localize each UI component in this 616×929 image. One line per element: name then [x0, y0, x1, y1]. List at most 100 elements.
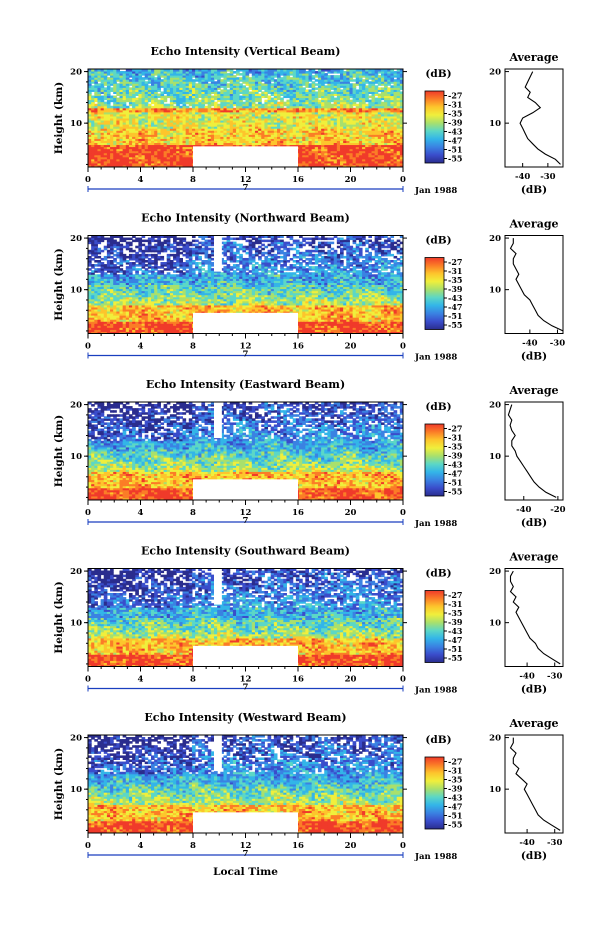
profile-frame [504, 734, 564, 834]
data-gap [193, 812, 298, 833]
y-tick-label: 10 [70, 452, 82, 462]
x-tick-label: 16 [292, 175, 304, 185]
y-tick-label: 20 [70, 234, 82, 244]
colorbar-tick-label: -39 [448, 118, 463, 128]
colorbar-tick-label: -51 [448, 478, 462, 488]
y-tick-label: 10 [70, 619, 82, 629]
echo-heatmap [88, 402, 404, 501]
x-tick-label: 4 [138, 508, 144, 518]
panel-title: Echo Intensity (Vertical Beam) [150, 45, 340, 58]
y-axis-label: Height (km) [53, 82, 65, 154]
profile-y-tick-label: 20 [489, 734, 501, 744]
y-tick-label: 20 [70, 734, 82, 744]
profile-line [509, 570, 561, 665]
profile-frame [504, 568, 564, 667]
panel-title: Echo Intensity (Westward Beam) [144, 711, 346, 724]
x-tick-label: 0 [400, 841, 406, 851]
x-tick-label: 12 [240, 342, 252, 352]
y-tick-label: 20 [70, 567, 82, 577]
profile-y-tick-label: 10 [489, 119, 501, 129]
profile-x-label: (dB) [521, 517, 547, 529]
colorbar-tick-label: -35 [448, 275, 462, 285]
colorbar-tick-label: -31 [448, 433, 462, 443]
date-label: Jan 1988 [414, 519, 457, 529]
data-gap [193, 645, 298, 667]
missing-data-notch [214, 568, 222, 605]
colorbar-tick-label: -31 [448, 100, 462, 110]
y-axis-label: Height (km) [53, 248, 65, 320]
colorbar-tick-label: -43 [448, 793, 463, 803]
beam-panel-3: Echo Intensity (Southward Beam) 0 4 8 12 16 20… [53, 545, 564, 696]
x-tick-label: 20 [345, 342, 357, 352]
colorbar-tick-label: -27 [448, 757, 462, 767]
colorbar-tick-label: -47 [448, 302, 462, 312]
x-tick-label: 20 [345, 841, 357, 851]
x-tick-label: 4 [138, 342, 144, 352]
colorbar-unit: (dB) [425, 734, 451, 746]
profile-y-tick-label: 20 [489, 68, 501, 78]
x-tick-label: 0 [85, 841, 91, 851]
data-gap [193, 146, 298, 167]
profile-x-tick-label: -30 [547, 672, 562, 682]
x-tick-label: 0 [85, 342, 91, 352]
day-label: 7 [243, 516, 249, 526]
profile-line [519, 71, 561, 165]
profile-title: Average [508, 717, 558, 730]
profile-x-tick-label: -40 [519, 838, 534, 848]
x-tick-label: 0 [85, 508, 91, 518]
date-label: Jan 1988 [414, 852, 457, 862]
x-tick-label: 20 [345, 508, 357, 518]
colorbar-tick-label: -43 [448, 293, 463, 303]
profile-x-label: (dB) [521, 684, 547, 696]
missing-data-notch [214, 402, 222, 439]
colorbar-tick-label: -55 [448, 820, 462, 830]
x-tick-label: 8 [190, 508, 196, 518]
colorbar-tick-label: -39 [448, 451, 463, 461]
x-tick-label: 16 [292, 508, 304, 518]
panel-title: Echo Intensity (Eastward Beam) [146, 378, 345, 391]
date-label: Jan 1988 [414, 353, 457, 363]
x-tick-label: 0 [85, 175, 91, 185]
profile-y-tick-label: 10 [489, 785, 501, 795]
profile-title: Average [508, 384, 558, 397]
profile-line [509, 737, 561, 831]
x-tick-label: 12 [240, 175, 252, 185]
day-label: 7 [243, 683, 249, 693]
day-label: 7 [243, 183, 249, 193]
colorbar-tick-label: -47 [448, 136, 462, 146]
colorbar-unit: (dB) [425, 568, 451, 580]
profile-x-label: (dB) [521, 351, 547, 363]
profile-y-tick-label: 20 [489, 234, 501, 244]
x-tick-label: 4 [138, 841, 144, 851]
x-tick-label: 16 [292, 841, 304, 851]
y-axis-label: Height (km) [53, 415, 65, 487]
colorbar-tick-label: -51 [448, 644, 462, 654]
colorbar-tick-label: -55 [448, 653, 462, 663]
colorbar-tick-label: -31 [448, 266, 462, 276]
x-tick-label: 0 [400, 175, 406, 185]
profile-y-tick-label: 20 [489, 401, 501, 411]
colorbar [424, 90, 445, 164]
echo-heatmap [88, 235, 404, 334]
x-tick-label: 16 [292, 342, 304, 352]
colorbar-tick-label: -39 [448, 284, 463, 294]
x-tick-label: 8 [190, 841, 196, 851]
x-tick-label: 0 [400, 508, 406, 518]
colorbar-tick-label: -27 [448, 91, 462, 101]
panel-title: Echo Intensity (Southward Beam) [141, 545, 350, 558]
colorbar [424, 257, 445, 330]
colorbar [424, 423, 445, 497]
y-tick-label: 10 [70, 286, 82, 296]
colorbar-tick-label: -35 [448, 608, 462, 618]
profile-title: Average [508, 551, 558, 564]
profile-title: Average [508, 51, 558, 64]
colorbar-unit: (dB) [425, 401, 451, 413]
x-tick-label: 20 [345, 675, 357, 685]
x-tick-label: 12 [240, 675, 252, 685]
profile-line [507, 404, 557, 498]
profile-x-tick-label: -30 [550, 339, 565, 349]
day-label: 7 [243, 849, 249, 859]
colorbar-tick-label: -35 [448, 775, 462, 785]
data-gap [193, 312, 298, 334]
